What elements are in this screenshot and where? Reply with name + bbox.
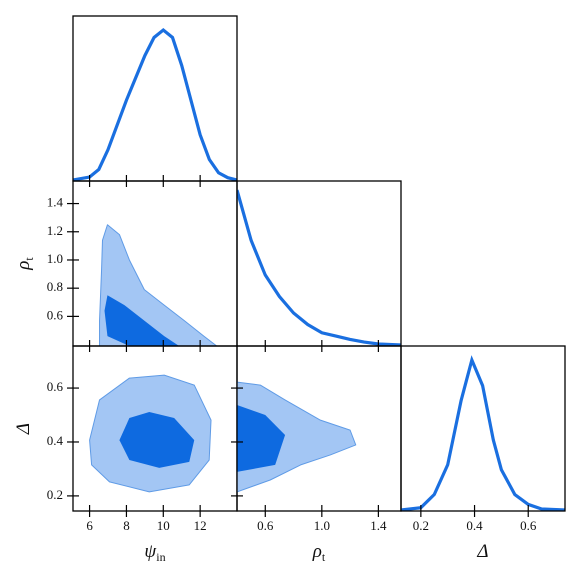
panel-frame xyxy=(400,345,566,512)
label-base: ρ xyxy=(312,541,322,562)
density-line xyxy=(73,27,237,181)
panel xyxy=(401,355,565,511)
axis-label: ρt xyxy=(13,257,35,271)
axis-label: ψin xyxy=(144,541,165,563)
y-tick-label: 0.6 xyxy=(47,307,64,322)
density-line xyxy=(401,355,565,511)
y-tick-label: 0.8 xyxy=(47,279,63,294)
label-base: ρ xyxy=(13,261,34,271)
label-base: Δ xyxy=(476,541,488,562)
label-base: Δ xyxy=(13,423,34,435)
y-tick-label: 1.0 xyxy=(47,251,63,266)
x-tick-label: 8 xyxy=(123,518,130,533)
x-tick-label: 6 xyxy=(86,518,93,533)
label-sub: in xyxy=(156,550,165,564)
label-sub: t xyxy=(322,550,326,564)
x-tick-label: 10 xyxy=(157,518,170,533)
x-tick-label: 12 xyxy=(194,518,207,533)
label-base: ψ xyxy=(144,541,157,562)
panel xyxy=(73,27,237,181)
axis-label: Δ xyxy=(13,423,34,435)
panel xyxy=(237,381,357,493)
axis-label: ρt xyxy=(312,541,326,563)
x-tick-label: 1.4 xyxy=(370,518,387,533)
x-tick-label: 0.2 xyxy=(413,518,429,533)
y-tick-label: 0.6 xyxy=(47,379,64,394)
y-tick-label: 1.2 xyxy=(47,223,63,238)
contour xyxy=(237,405,286,472)
panel xyxy=(237,189,401,346)
x-tick-label: 0.4 xyxy=(466,518,483,533)
y-tick-label: 1.4 xyxy=(47,195,64,210)
y-tick-label: 0.4 xyxy=(47,433,64,448)
panel xyxy=(99,224,218,346)
panel-frame xyxy=(72,15,238,182)
contour xyxy=(119,412,195,468)
x-tick-label: 0.6 xyxy=(257,518,274,533)
panel xyxy=(89,374,212,493)
contour xyxy=(104,295,180,346)
x-tick-label: 1.0 xyxy=(314,518,330,533)
axis-label: Δ xyxy=(476,541,488,562)
density-line xyxy=(237,189,401,346)
x-tick-label: 0.6 xyxy=(520,518,537,533)
label-sub: t xyxy=(22,257,36,261)
y-tick-label: 0.2 xyxy=(47,487,63,502)
